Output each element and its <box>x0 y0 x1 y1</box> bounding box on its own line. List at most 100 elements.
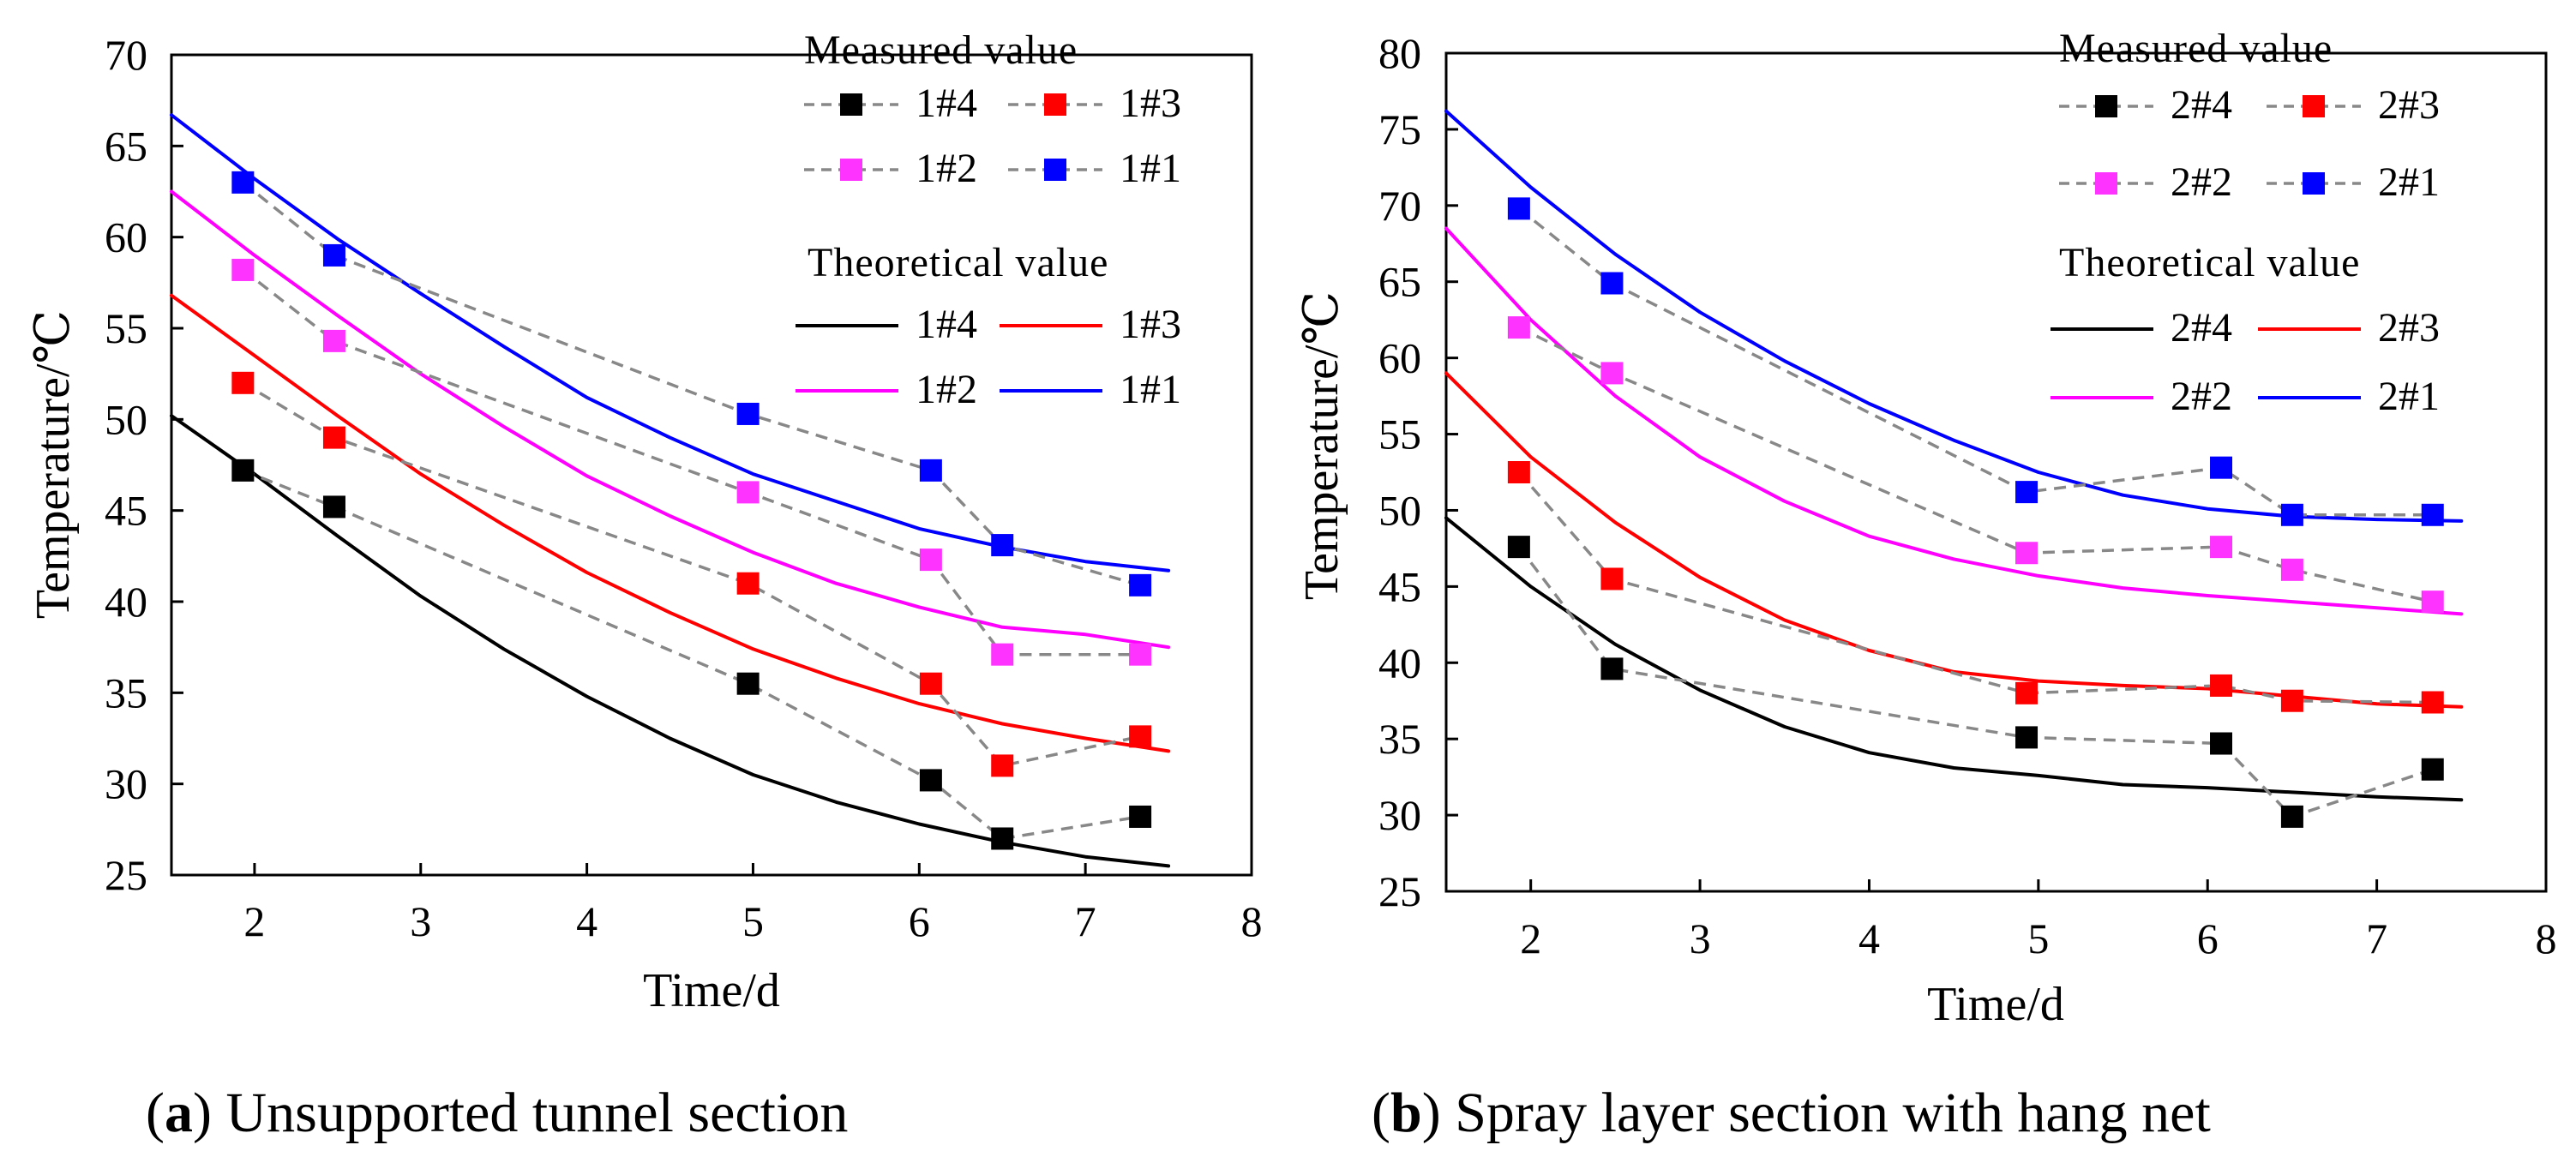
legend-measured-marker-a <box>1044 159 1066 181</box>
legend-theoretical-title-a: Theoretical value <box>808 240 1108 285</box>
x-tick-label-a: 3 <box>410 897 431 945</box>
legend-theoretical-label-b: 2#1 <box>2378 374 2440 419</box>
measured-point-a-0 <box>991 827 1014 850</box>
measured-point-b-0 <box>2015 726 2039 749</box>
plot-frame-b <box>1444 51 2548 893</box>
caption-letter-a: a <box>165 1082 193 1144</box>
measured-point-b-3 <box>2280 503 2303 526</box>
legend-theoretical-label-a: 1#1 <box>1120 367 1181 412</box>
measured-point-b-2 <box>2210 536 2233 559</box>
measured-point-a-0 <box>736 672 760 695</box>
measured-dash-line-a-0 <box>242 469 1141 841</box>
measured-point-a-2 <box>919 549 942 572</box>
y-tick-label-b: 65 <box>1378 258 1421 306</box>
measured-point-b-1 <box>2210 674 2233 697</box>
y-tick-label-a: 30 <box>105 760 147 808</box>
theoretical-line-a-1 <box>170 293 1171 753</box>
measured-point-b-0 <box>1600 657 1624 680</box>
legend-measured-label-a: 1#3 <box>1120 81 1181 126</box>
measured-point-b-3 <box>2015 481 2039 504</box>
y-tick-label-a: 25 <box>105 851 147 899</box>
x-tick-label-a: 5 <box>742 897 764 945</box>
measured-point-b-2 <box>2280 558 2303 581</box>
measured-point-a-1 <box>322 426 345 449</box>
legend-measured-label-a: 1#2 <box>916 146 977 191</box>
x-tick-label-b: 6 <box>2197 914 2219 962</box>
measured-point-a-0 <box>231 459 255 482</box>
x-axis-label-b: Time/d <box>1927 978 2064 1031</box>
x-tick-label-b: 4 <box>1858 914 1880 962</box>
legend-theoretical-label-a: 1#4 <box>916 302 977 347</box>
measured-point-a-3 <box>231 171 255 194</box>
y-axis-label-b: Temperature/℃ <box>1295 291 1348 600</box>
x-tick-label-a: 8 <box>1241 897 1263 945</box>
measured-point-b-0 <box>1507 536 1530 559</box>
measured-point-a-1 <box>919 672 942 695</box>
legend-measured-title-b: Measured value <box>2059 26 2333 71</box>
y-tick-label-b: 80 <box>1378 29 1421 77</box>
legend-measured-label-b: 2#2 <box>2171 159 2232 205</box>
measured-point-b-2 <box>2015 542 2039 565</box>
y-tick-label-b: 75 <box>1378 105 1421 153</box>
legend-theoretical-label-a: 1#2 <box>916 367 977 412</box>
measured-dash-line-a-3 <box>242 181 1141 587</box>
legend-theoretical-title-b: Theoretical value <box>2059 240 2360 285</box>
plot-frame-a <box>170 53 1253 877</box>
measured-point-b-1 <box>1600 567 1624 590</box>
measured-point-a-3 <box>1129 573 1152 596</box>
y-tick-label-b: 70 <box>1378 182 1421 230</box>
measured-point-a-3 <box>991 534 1014 557</box>
legend-measured-marker-a <box>840 159 862 181</box>
measured-point-a-1 <box>1129 725 1152 748</box>
measured-point-b-0 <box>2210 732 2233 755</box>
measured-point-a-1 <box>991 754 1014 777</box>
x-tick-label-b: 3 <box>1690 914 1711 962</box>
y-tick-label-b: 25 <box>1378 867 1421 915</box>
legend-measured-marker-b <box>2095 172 2117 195</box>
x-tick-label-b: 8 <box>2536 914 2557 962</box>
theoretical-line-b-0 <box>1444 516 2464 802</box>
y-tick-label-b: 30 <box>1378 791 1421 839</box>
y-tick-label-a: 65 <box>105 122 147 170</box>
caption-text-a: Unsupported tunnel section <box>225 1082 848 1144</box>
measured-point-b-2 <box>1507 316 1530 339</box>
y-tick-label-b: 60 <box>1378 334 1421 382</box>
legend-measured-label-b: 2#1 <box>2378 159 2440 205</box>
measured-dash-line-a-1 <box>242 381 1141 768</box>
legend-theoretical-label-b: 2#3 <box>2378 305 2440 351</box>
x-tick-label-b: 7 <box>2366 914 2387 962</box>
caption-b: (b) Spray layer section with hang net <box>1372 1082 2211 1144</box>
legend-measured-label-b: 2#3 <box>2378 82 2440 128</box>
measured-dash-line-b-3 <box>1517 207 2433 517</box>
measured-point-b-0 <box>2421 758 2444 781</box>
y-tick-label-a: 50 <box>105 395 147 443</box>
legend-measured-marker-b <box>2303 172 2325 195</box>
measured-dash-line-b-2 <box>1518 326 2434 603</box>
measured-point-a-2 <box>322 329 345 352</box>
measured-point-b-3 <box>1507 197 1530 220</box>
measured-point-a-1 <box>231 371 255 394</box>
y-tick-label-a: 40 <box>105 578 147 626</box>
measured-point-b-1 <box>2015 681 2039 704</box>
measured-point-a-3 <box>736 402 760 425</box>
measured-point-b-1 <box>1507 461 1530 483</box>
measured-point-a-2 <box>1129 643 1152 666</box>
measured-point-a-0 <box>322 495 345 519</box>
legend-b: Measured value Theoretical value 2#4 2#4 2… <box>2051 26 2440 419</box>
y-tick-label-a: 35 <box>105 668 147 716</box>
y-tick-label-a: 60 <box>105 213 147 261</box>
y-tick-label-b: 35 <box>1378 715 1421 763</box>
legend-measured-marker-b <box>2303 95 2325 117</box>
x-axis-label-a: Time/d <box>643 964 780 1017</box>
y-tick-label-a: 45 <box>105 487 147 535</box>
measured-point-b-3 <box>2210 456 2233 479</box>
legend-theoretical-label-a: 1#3 <box>1120 302 1181 347</box>
y-tick-label-b: 55 <box>1378 411 1421 459</box>
measured-point-b-3 <box>1600 272 1624 295</box>
measured-point-a-2 <box>991 643 1014 666</box>
measured-point-a-2 <box>231 258 255 281</box>
y-tick-label-a: 55 <box>105 304 147 352</box>
